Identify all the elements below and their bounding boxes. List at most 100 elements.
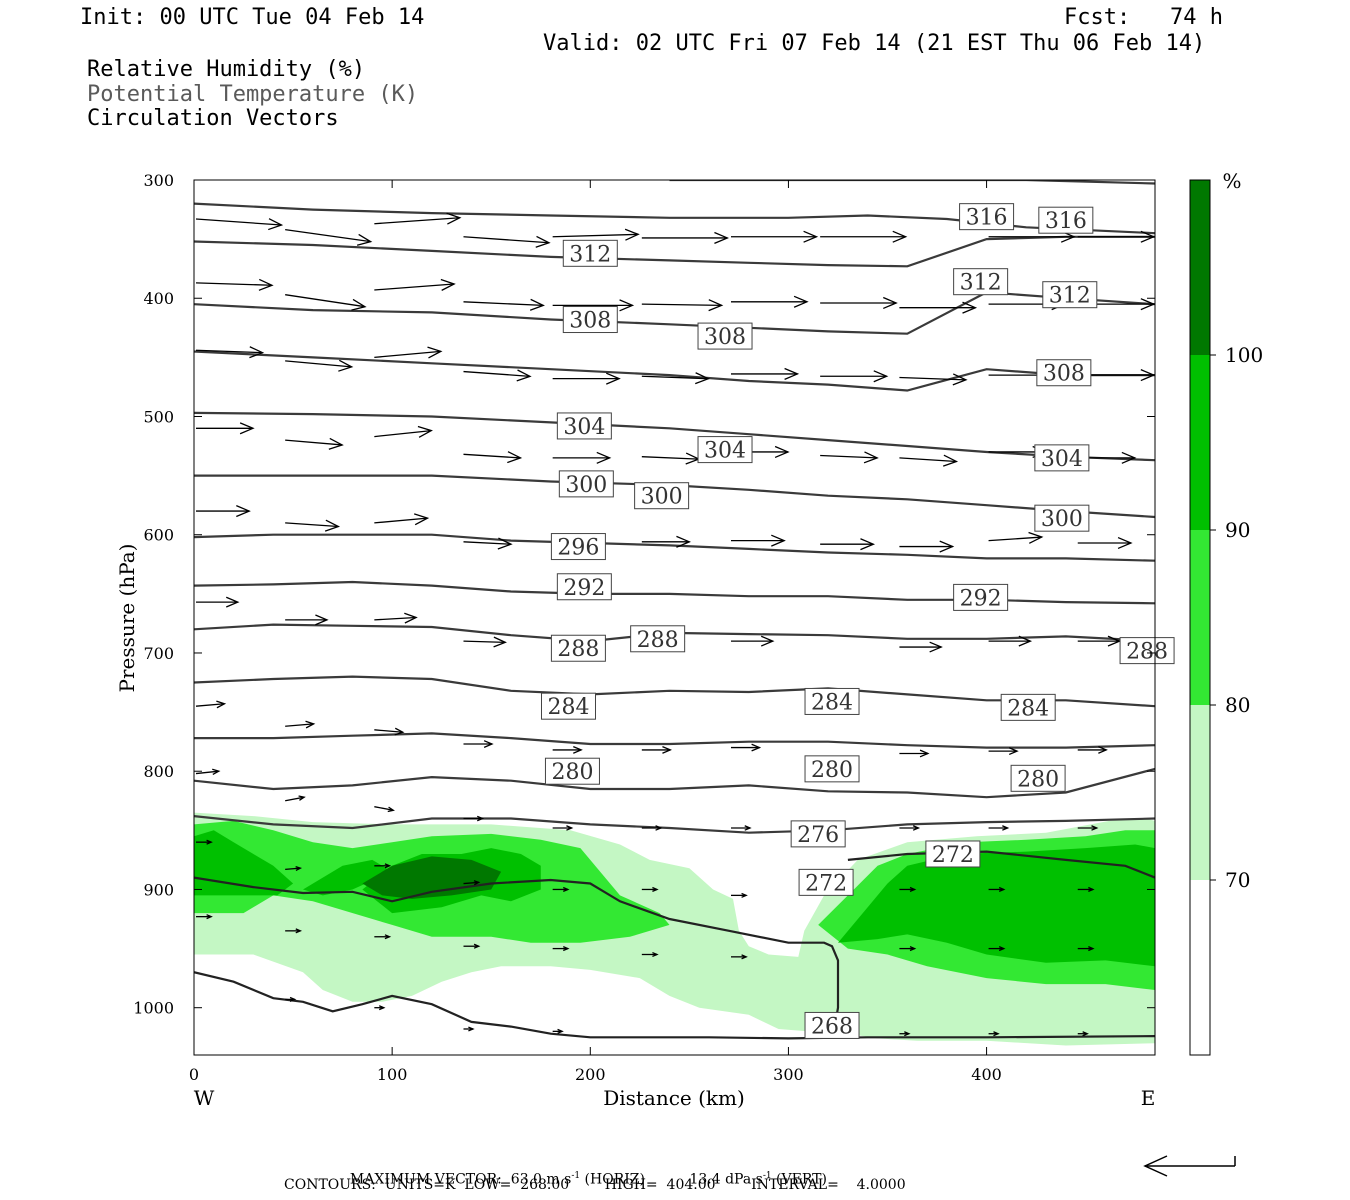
vector-arrow-76 (374, 806, 395, 813)
theta-label-13: 300 (1034, 504, 1090, 532)
theta-label-27: 272 (798, 868, 854, 896)
theta-line-272-2 (847, 850, 1155, 879)
colorbar-level-70: 70 (1225, 868, 1250, 892)
vector-arrow-63 (1077, 635, 1122, 647)
theta-label-16: 292 (953, 583, 1009, 611)
vector-arrow-33 (285, 437, 344, 450)
vector-arrow-95 (285, 928, 303, 934)
vector-arrow-110 (1077, 1031, 1089, 1037)
theta-line-328-16 (669, 180, 1155, 185)
theta-label-text: 300 (565, 473, 607, 498)
vector-arrow-103 (1077, 946, 1095, 952)
vector-arrow-74 (195, 768, 221, 776)
vector-arrow-12 (374, 278, 456, 291)
vector-arrow-51 (899, 540, 955, 553)
vector-arrow-83 (1077, 825, 1099, 831)
vector-arrow-57 (463, 636, 507, 648)
vector-arrow-21 (195, 346, 265, 359)
vector-arrow-22 (285, 359, 354, 372)
theta-label-text: 284 (547, 695, 589, 720)
theta-label-21: 284 (804, 687, 860, 715)
vector-arrow-49 (730, 534, 786, 547)
theta-line-296-8 (194, 580, 1155, 605)
theta-label-text: 316 (966, 206, 1008, 231)
theta-label-text: 312 (960, 271, 1002, 296)
vector-arrow-16 (730, 295, 809, 308)
vector-arrow-45 (374, 513, 430, 526)
theta-line-288-6 (194, 675, 1155, 708)
vector-arrow-54 (196, 596, 240, 608)
theta-label-15: 292 (556, 573, 612, 601)
colorbar-unit: % (1222, 169, 1241, 193)
vector-arrow-24 (463, 369, 532, 382)
y-tick-400: 400 (143, 289, 174, 308)
theta-label-11: 300 (558, 470, 614, 498)
colorbar-swatch-0 (1190, 880, 1210, 1055)
theta-label-text: 308 (569, 309, 611, 334)
x-end-label-west: W (194, 1086, 215, 1110)
colorbar: 70 80 90 100 (1189, 179, 1263, 1056)
vector-arrow-100 (730, 954, 748, 960)
vector-arrow-1 (285, 229, 373, 246)
rh-region-90-3 (194, 830, 294, 896)
theta-line-300-9 (194, 533, 1155, 562)
x-tick-400: 400 (971, 1065, 1002, 1084)
theta-labels: 316 316 312 312 312 308 308 308 304 304 304 300 300 3… (540, 203, 1175, 1039)
vector-arrow-88 (552, 886, 570, 893)
theta-label-6: 308 (697, 322, 753, 350)
theta-label-8: 304 (556, 412, 612, 440)
vector-arrow-6 (730, 230, 819, 243)
vector-arrow-66 (374, 727, 405, 736)
vector-arrow-9 (1077, 230, 1155, 243)
theta-label-text: 272 (932, 843, 974, 868)
rh-region-100-7 (362, 856, 502, 899)
footer-contours: CONTOURS: UNITS=K LOW= 268.00 HIGH= 404.… (284, 1177, 906, 1193)
theta-label-23: 280 (544, 757, 600, 785)
vector-arrow-92 (988, 886, 1006, 893)
theta-label-text: 272 (805, 871, 847, 896)
vector-arrow-99 (641, 951, 659, 958)
vector-arrow-56 (374, 612, 418, 624)
theta-line-316-13 (194, 291, 1155, 335)
vector-arrow-79 (641, 825, 663, 831)
vector-arrow-18 (899, 301, 978, 314)
theta-line-312-12 (194, 350, 1155, 392)
vector-arrow-53 (1077, 536, 1133, 550)
theta-line-280-4 (194, 767, 1155, 799)
theta-label-10: 304 (1034, 444, 1090, 472)
vector-arrow-84 (196, 839, 213, 845)
init-time: Init: 00 UTC Tue 04 Feb 14 (80, 5, 425, 30)
y-tick-600: 600 (143, 526, 174, 545)
theta-label-text: 288 (637, 628, 679, 653)
theta-label-28: 272 (925, 840, 981, 868)
vector-arrow-97 (463, 943, 481, 949)
vector-arrow-50 (820, 538, 876, 551)
vector-arrow-105 (374, 1005, 386, 1011)
theta-label-text: 268 (811, 1014, 853, 1039)
theta-label-5: 308 (562, 306, 618, 334)
vector-arrow-23 (374, 346, 443, 359)
vector-arrow-85 (285, 865, 303, 872)
rh-shading (194, 812, 1155, 1046)
rh-region-90-5 (838, 844, 1155, 967)
theta-label-3: 312 (953, 268, 1009, 296)
y-tick-700: 700 (143, 644, 174, 663)
theta-label-4: 312 (1042, 281, 1098, 309)
vector-arrow-29 (899, 373, 968, 386)
vector-arrow-2 (374, 212, 462, 225)
vector-arrow-34 (374, 425, 433, 438)
vector-arrow-81 (899, 825, 921, 831)
vector-arrow-48 (641, 535, 691, 548)
theta-label-14: 296 (550, 533, 606, 561)
vector-arrow-104 (285, 996, 297, 1002)
footer-max-vector: MAXIMUM VECTOR: 63.0 m s-1 (HORIZ) 13.4 … (349, 1171, 827, 1188)
vector-arrow-55 (285, 614, 329, 626)
vector-arrow-72 (988, 747, 1019, 756)
y-tick-900: 900 (143, 880, 174, 899)
vector-arrow-36 (552, 451, 612, 464)
vector-arrow-96 (374, 934, 392, 940)
theta-label-17: 288 (550, 634, 606, 662)
vector-arrow-13 (463, 298, 545, 311)
theta-label-9: 304 (697, 436, 753, 464)
